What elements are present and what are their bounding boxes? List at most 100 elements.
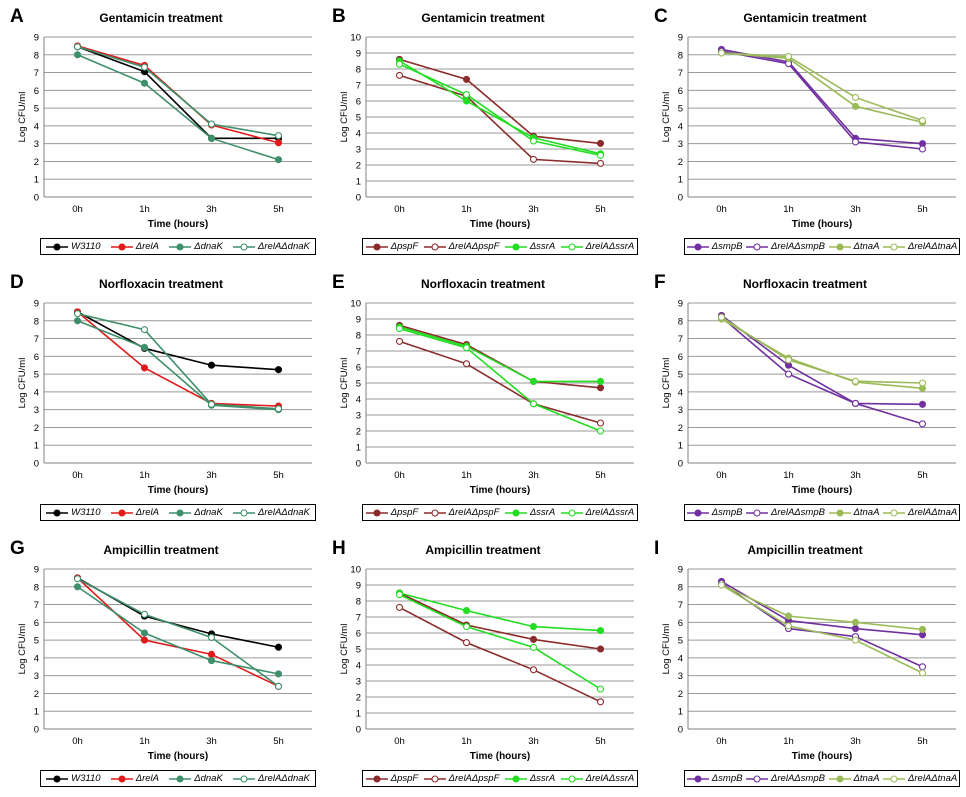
- x-axis-label: Time (hours): [792, 219, 852, 230]
- y-tick-label: 4: [678, 653, 683, 664]
- legend-swatch: [746, 508, 769, 517]
- series-line-1: [720, 316, 923, 425]
- data-point: [395, 603, 404, 611]
- series-line-0: [399, 592, 601, 650]
- y-tick-label: 3: [356, 677, 361, 688]
- legend-swatch-marker: [835, 774, 844, 783]
- data-point: [596, 627, 605, 635]
- y-tick-label: 6: [356, 97, 361, 108]
- y-tick-label: 3: [678, 139, 683, 150]
- series-line-1: [399, 606, 601, 703]
- panel-letter: I: [654, 538, 660, 559]
- x-tick-label: 1h: [783, 470, 794, 481]
- chart-panel-d: D Norfloxacin treatment 0 1 2 3 4 5 6 7 8 9 0h 1h 3h 5h…: [0, 266, 322, 531]
- y-tick-label: 10: [350, 33, 361, 44]
- data-point: [529, 643, 538, 651]
- x-tick-label: 1h: [139, 204, 150, 215]
- chart-panel-c: C Gentamicin treatment 0 1 2 3 4 5 6 7 8 9 0h 1h 3h 5h T…: [644, 0, 966, 265]
- legend-swatch-marker: [835, 508, 844, 517]
- data-point: [851, 618, 860, 626]
- y-tick-label: 10: [350, 565, 361, 576]
- x-tick-label: 1h: [461, 204, 472, 215]
- legend-swatch-marker: [373, 508, 381, 517]
- data-point: [851, 377, 860, 385]
- legend-swatch: [46, 242, 69, 251]
- legend-label: ΔrelAΔdnaK: [258, 241, 310, 252]
- legend-label: ΔsmpB: [711, 773, 743, 784]
- legend-label: ΔdnaK: [194, 507, 223, 518]
- y-tick-label: 5: [34, 104, 39, 115]
- plot-svg: 0 1 2 3 4 5 6 7 8 9 0h 1h 3h 5h Time (hours) Log CFU/ml: [661, 33, 956, 230]
- legend: ΔpspF ΔrelAΔpspF ΔssrA ΔrelAΔssrA: [362, 770, 638, 787]
- data-point: [851, 138, 860, 146]
- chart-panel-f: F Norfloxacin treatment 0 1 2 3 4 5 6 7 8 9 0h 1h 3h 5h…: [644, 266, 966, 531]
- data-point: [462, 639, 471, 647]
- series-line-3: [399, 593, 601, 690]
- plot-svg: 0 1 2 3 4 5 6 7 8 9 0h 1h 3h 5h Time (hours) Log CFU/ml: [661, 299, 956, 496]
- y-tick-label: 3: [678, 671, 683, 682]
- series-line-0: [721, 314, 923, 406]
- data-point: [784, 622, 793, 630]
- legend-item: ΔssrA: [504, 241, 555, 252]
- y-tick-label: 9: [356, 581, 361, 592]
- y-tick-label: 2: [356, 693, 361, 704]
- legend-item: ΔrelAΔdnaK: [233, 241, 310, 252]
- y-tick-label: 3: [34, 139, 39, 150]
- legend-swatch: [560, 508, 583, 517]
- x-tick-label: 0h: [72, 470, 83, 481]
- y-tick-label: 4: [678, 387, 683, 398]
- y-tick-label: 0: [678, 193, 683, 204]
- legend-item: W3110: [46, 507, 101, 518]
- legend-label: ΔtnaA: [853, 773, 880, 784]
- legend-item: ΔssrA: [504, 507, 555, 518]
- legend-label: ΔrelAΔsmpB: [771, 241, 825, 252]
- y-tick-label: 4: [34, 387, 39, 398]
- x-tick-label: 0h: [716, 204, 727, 215]
- data-point: [140, 636, 149, 644]
- data-point: [73, 43, 82, 51]
- series-line-2: [399, 592, 601, 632]
- series-line-2: [77, 54, 279, 161]
- legend-item: ΔrelAΔtnaA: [883, 773, 957, 784]
- legend-swatch-marker: [431, 774, 439, 783]
- legend-label: ΔrelAΔpspF: [448, 773, 500, 784]
- y-tick-label: 4: [356, 661, 361, 672]
- legend-swatch: [423, 242, 446, 251]
- data-point: [784, 356, 793, 364]
- legend-swatch-marker: [373, 774, 381, 783]
- legend-swatch-marker: [694, 508, 702, 517]
- y-tick-label: 7: [34, 68, 39, 79]
- data-point: [207, 361, 216, 369]
- y-tick-label: 8: [678, 316, 683, 327]
- x-tick-label: 3h: [528, 736, 539, 747]
- chart-title: Norfloxacin treatment: [742, 277, 868, 291]
- legend-item: ΔrelAΔpspF: [423, 773, 500, 784]
- series-line-0: [77, 577, 279, 649]
- data-point: [851, 399, 860, 407]
- legend-swatch: [233, 508, 256, 517]
- plot-svg: 0 1 2 3 4 5 6 7 8 9 0h 1h 3h 5h Time (hours) Log CFU/ml: [17, 565, 312, 762]
- legend-item: ΔrelAΔssrA: [560, 507, 634, 518]
- legend-item: ΔdnaK: [169, 507, 223, 518]
- data-point: [596, 685, 605, 693]
- y-tick-label: 7: [34, 334, 39, 345]
- legend-label: ΔpspF: [390, 241, 419, 252]
- legend-item: ΔsmpB: [686, 507, 742, 518]
- plot-svg: 0 1 2 3 4 5 6 7 8 9 10 0h 1h 3h 5h Time (hours) Log CFU/…: [339, 299, 634, 496]
- legend-item: ΔsmpB: [686, 241, 742, 252]
- data-point: [274, 682, 283, 690]
- data-point: [851, 102, 860, 110]
- data-point: [918, 663, 927, 671]
- data-point: [207, 120, 216, 128]
- series-line-2: [721, 318, 923, 390]
- legend-label: ΔrelAΔssrA: [585, 773, 635, 784]
- x-tick-label: 5h: [595, 204, 606, 215]
- y-tick-label: 8: [34, 316, 39, 327]
- data-point: [717, 313, 726, 321]
- legend-swatch: [169, 242, 192, 251]
- legend-swatch: [686, 508, 709, 517]
- legend-swatch: [746, 242, 769, 251]
- panel-letter: H: [332, 538, 346, 559]
- series-line-3: [77, 578, 279, 687]
